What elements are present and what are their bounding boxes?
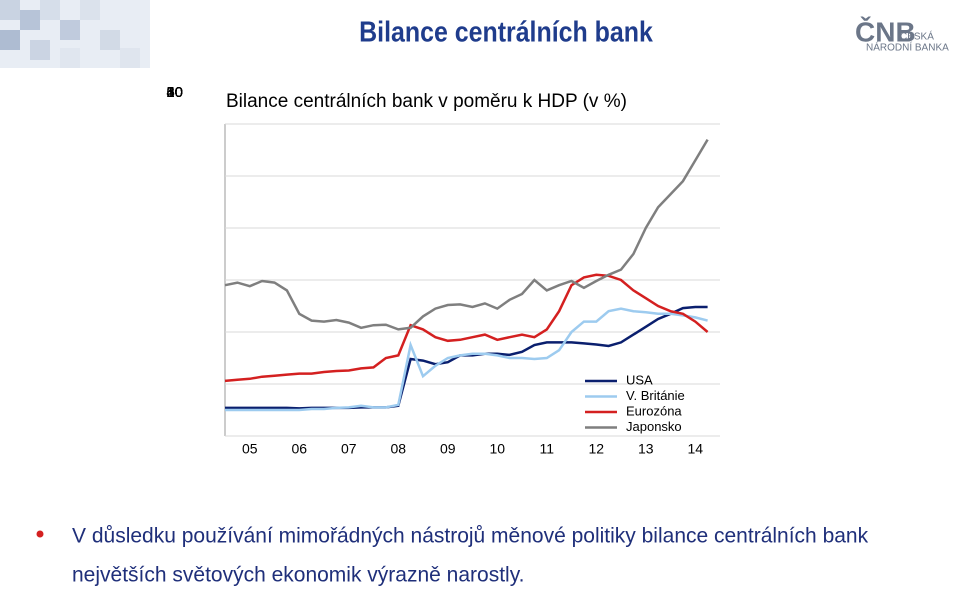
y-tick-label: 30 <box>166 84 183 101</box>
logo-line: NÁRODNÍ BANKA <box>866 41 949 54</box>
x-tick-label: 10 <box>489 441 505 457</box>
legend-label: USA <box>626 372 653 387</box>
legend-label: Eurozóna <box>626 403 682 418</box>
legend-label: V. Británie <box>626 388 685 403</box>
bullet-text: největších světových ekonomik výrazně na… <box>72 564 524 587</box>
chart-title: Bilance centrálních bank v poměru k HDP … <box>226 91 627 112</box>
slide-title: Bilance centrálních bank <box>359 16 654 48</box>
x-tick-label: 05 <box>242 441 258 457</box>
y-tick-label: 60 <box>166 84 183 101</box>
x-tick-label: 09 <box>440 441 456 457</box>
x-tick-label: 07 <box>341 441 357 457</box>
x-tick-label: 14 <box>687 441 703 457</box>
y-tick-label: 40 <box>166 84 183 101</box>
y-tick-label: 10 <box>166 84 183 101</box>
x-tick-label: 11 <box>539 441 554 457</box>
y-tick-label: 50 <box>166 84 183 101</box>
series-line <box>225 307 708 412</box>
x-tick-label: 08 <box>390 441 406 457</box>
bullet-text: V důsledku používání mimořádných nástroj… <box>72 525 869 548</box>
mosaic <box>0 0 150 68</box>
logo-line: ČESKÁ <box>900 30 934 43</box>
logo-mark: ČNB <box>855 15 916 47</box>
y-tick-label: 20 <box>166 84 183 101</box>
y-tick-label: 0 <box>175 84 183 101</box>
series-line <box>224 273 709 383</box>
x-tick-label: 06 <box>291 441 307 457</box>
x-tick-label: 12 <box>588 441 604 457</box>
series-line <box>224 138 709 331</box>
x-tick-label: 13 <box>638 441 654 457</box>
bullet-dot <box>36 530 44 538</box>
legend-label: Japonsko <box>626 419 682 434</box>
